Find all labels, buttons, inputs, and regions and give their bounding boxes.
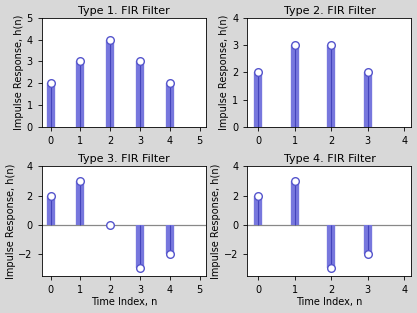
X-axis label: Time Index, n: Time Index, n <box>296 297 363 307</box>
Title: Type 3. FIR Filter: Type 3. FIR Filter <box>78 154 170 164</box>
Title: Type 2. FIR Filter: Type 2. FIR Filter <box>284 6 375 16</box>
Title: Type 1. FIR Filter: Type 1. FIR Filter <box>78 6 170 16</box>
Y-axis label: Impulse Response, h(n): Impulse Response, h(n) <box>211 163 221 279</box>
X-axis label: Time Index, n: Time Index, n <box>90 297 157 307</box>
Y-axis label: Impulse Response, h(n): Impulse Response, h(n) <box>219 15 229 130</box>
Y-axis label: Impulse Response, h(n): Impulse Response, h(n) <box>14 15 24 130</box>
Y-axis label: Impulse Response, h(n): Impulse Response, h(n) <box>5 163 15 279</box>
Title: Type 4. FIR Filter: Type 4. FIR Filter <box>284 154 375 164</box>
